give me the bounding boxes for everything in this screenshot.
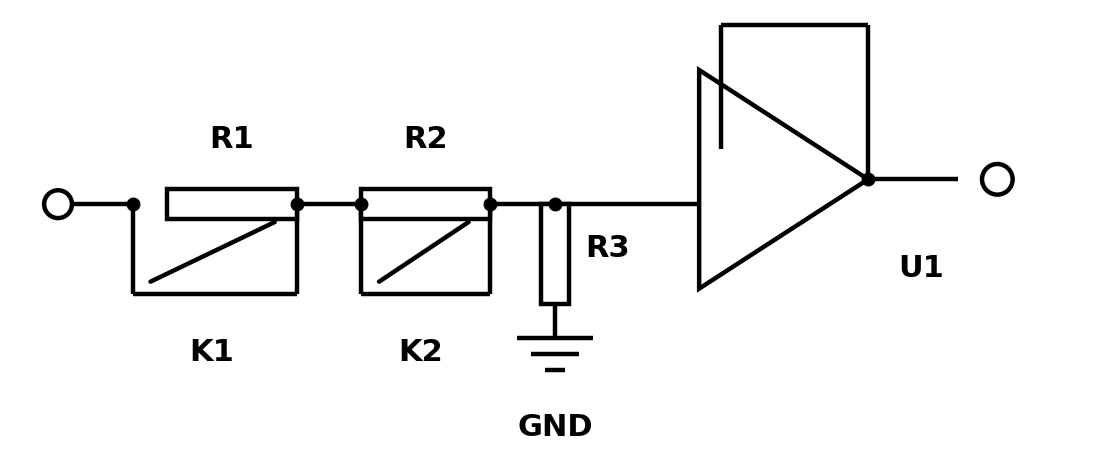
Bar <box>168 189 297 219</box>
Text: K2: K2 <box>399 338 443 367</box>
Text: R1: R1 <box>210 125 255 155</box>
Bar <box>541 204 569 303</box>
Text: U1: U1 <box>898 254 944 283</box>
Text: K1: K1 <box>190 338 235 367</box>
Bar <box>361 189 490 219</box>
Text: R3: R3 <box>585 235 630 263</box>
Text: R2: R2 <box>403 125 448 155</box>
Text: GND: GND <box>517 413 593 442</box>
